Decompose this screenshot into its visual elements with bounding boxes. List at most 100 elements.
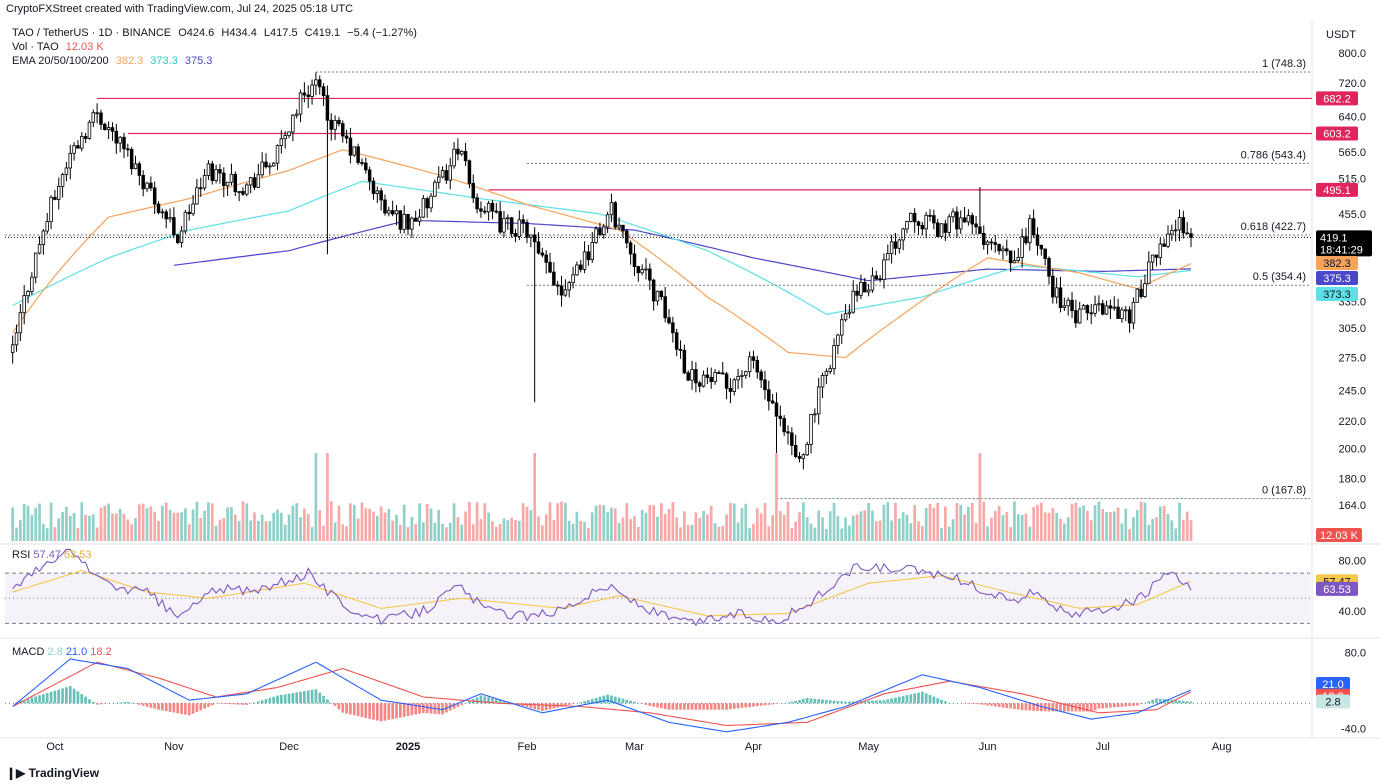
ema200-line: [173, 219, 1192, 282]
macd-hist-bar: [583, 701, 586, 704]
macd-hist-bar: [418, 703, 421, 714]
volume-bar: [951, 519, 955, 541]
candle-body: [694, 369, 698, 384]
volume-bar: [1028, 526, 1032, 541]
macd-hist-bar: [667, 703, 671, 710]
macd-hist-bar: [303, 691, 306, 704]
candle-body: [375, 190, 380, 194]
volume-bar: [606, 512, 609, 541]
macd-hist-bar: [1024, 703, 1028, 711]
candle-body: [1058, 287, 1063, 308]
macd-hist-bar: [1135, 703, 1139, 706]
macd-line: [12, 658, 1192, 733]
volume-bar: [53, 527, 57, 541]
volume-bar: [134, 518, 137, 541]
candle-body: [379, 190, 383, 201]
candle-body: [732, 379, 737, 392]
macd-label[interactable]: MACD: [12, 646, 45, 658]
candle-body: [1139, 288, 1143, 298]
macd-hist-bar: [187, 703, 191, 716]
macd-hist-bar: [771, 703, 774, 705]
macd-hist-bar: [564, 703, 567, 706]
candle-body: [544, 254, 548, 263]
macd-hist-bar: [871, 700, 874, 704]
macd-hist-bar: [122, 702, 126, 704]
macd-hist-bar: [191, 703, 195, 714]
macd-hist-bar: [675, 703, 679, 710]
volume-bar: [894, 502, 897, 541]
volume-bar: [732, 503, 736, 541]
volume-bar: [1189, 520, 1193, 541]
volume-bar: [575, 511, 579, 541]
rsi-label[interactable]: RSI: [12, 549, 31, 561]
candle-body: [997, 243, 1001, 252]
ohlc-change: −5.4 (−1.27%): [347, 27, 417, 39]
candle-body: [935, 222, 940, 237]
resistance-tag: [1316, 182, 1358, 197]
volume-bar: [997, 506, 1001, 541]
tradingview-logo[interactable]: ❙▶ TradingView: [6, 766, 100, 780]
macd-hist-bar: [65, 687, 68, 704]
volume-bar: [702, 510, 705, 541]
volume-bar: [713, 523, 717, 541]
candle-body: [602, 226, 606, 235]
macd-hist-bar: [725, 703, 728, 710]
candle-body: [218, 169, 222, 174]
volume-bar: [356, 518, 360, 541]
candle-body: [778, 415, 783, 419]
macd-hist-bar: [1028, 703, 1032, 711]
candle-body: [509, 217, 514, 234]
candle-body: [383, 199, 387, 214]
macd-hist-bar: [1158, 698, 1162, 704]
candle-body: [360, 162, 364, 164]
volume-label[interactable]: Vol · TAO: [12, 41, 59, 53]
time-axis: Oct Nov Dec 2025 Feb Mar Apr May Jun Jul Aug: [46, 741, 1231, 753]
volume-bar: [1135, 510, 1139, 541]
macd-hist-bar: [836, 701, 840, 704]
candle-body: [755, 359, 760, 373]
volume-bar: [414, 524, 418, 541]
macd-hist-bar: [817, 699, 821, 704]
time-tick-label: Aug: [1212, 741, 1232, 753]
candle-body: [1016, 257, 1021, 261]
candle-body: [195, 187, 199, 205]
macd-hist-bar: [168, 703, 172, 712]
ema50-value: 382.3: [115, 55, 144, 67]
macd-hist-bar: [1124, 703, 1128, 707]
macd-hist-bar: [1147, 701, 1151, 704]
volume-bar: [1039, 502, 1043, 541]
macd-hist-bar: [840, 701, 844, 704]
ema-label[interactable]: EMA 20/50/100/200: [12, 55, 109, 67]
candle-body: [578, 264, 583, 270]
macd-hist-bar: [57, 689, 61, 704]
symbol-label[interactable]: TAO / TetherUS · 1D · BINANCE: [12, 27, 172, 39]
volume-bar: [967, 506, 970, 541]
macd-hist-bar: [314, 689, 318, 704]
volume-bar: [1047, 512, 1051, 541]
macd-hist-bar: [1132, 703, 1135, 706]
volume-bar: [260, 514, 264, 541]
volume-bar: [256, 521, 260, 541]
macd-hist-bar: [863, 700, 867, 704]
macd-hist-bar: [210, 703, 214, 706]
candle-body: [721, 372, 725, 375]
volume-bar: [1155, 517, 1158, 541]
candle-body: [697, 382, 702, 387]
candle-body: [632, 253, 637, 267]
macd-hist-bar: [1112, 703, 1116, 708]
candle-body: [145, 182, 149, 190]
macd-legend: MACD 2.8 21.0 18.2: [12, 646, 112, 658]
macd-hist-bar: [337, 703, 341, 710]
macd-hist-bar: [364, 703, 368, 718]
macd-hist-bar: [233, 703, 237, 705]
candle-body: [671, 322, 675, 334]
price-tick-label: 245.0: [1338, 386, 1366, 398]
volume-bar: [970, 502, 974, 541]
macd-hist-bar: [310, 689, 314, 704]
candle-body: [1074, 310, 1078, 324]
volume-bar: [1066, 517, 1070, 541]
volume-bar: [798, 512, 801, 541]
volume-bar: [809, 523, 813, 541]
volume-bar: [878, 520, 882, 541]
